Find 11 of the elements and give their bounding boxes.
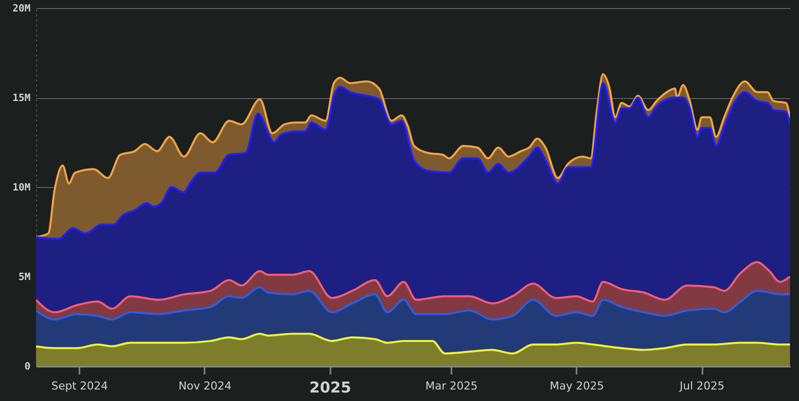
x-tick-label: Mar 2025 — [425, 380, 478, 392]
y-tick-label: 5M — [18, 272, 30, 283]
x-tick-label: 2025 — [309, 378, 352, 396]
x-tick-label: May 2025 — [550, 380, 604, 392]
y-tick-label: 15M — [12, 93, 30, 104]
y-tick-label: 20M — [12, 4, 30, 14]
y-tick-label: 0 — [24, 362, 30, 372]
y-tick-label: 10M — [12, 182, 30, 194]
x-tick-label: Nov 2024 — [178, 380, 232, 392]
x-tick-label: Sept 2024 — [51, 380, 108, 392]
x-tick-label: Jul 2025 — [678, 380, 725, 392]
